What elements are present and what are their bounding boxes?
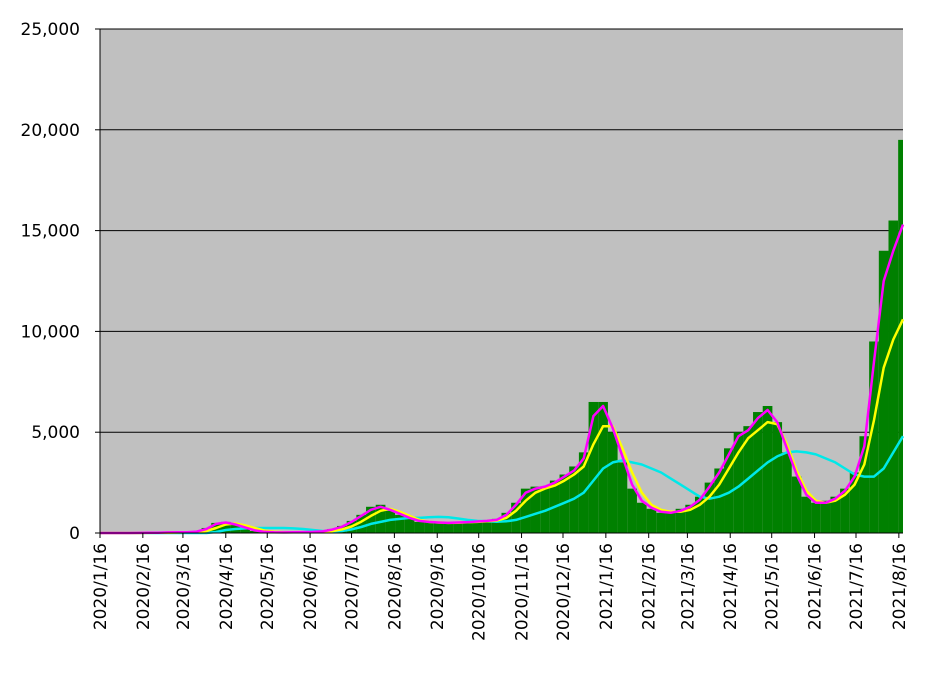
bar (694, 496, 705, 533)
bar (249, 530, 260, 533)
bar (617, 462, 628, 533)
bar (811, 502, 821, 533)
bar (704, 482, 715, 533)
x-tick-label: 2021/7/16 (847, 543, 867, 630)
x-tick-label: 2020/1/16 (91, 543, 111, 630)
bar (501, 512, 512, 533)
bar (530, 486, 541, 533)
x-tick-label: 2020/8/16 (385, 543, 405, 630)
line (100, 435, 905, 535)
x-tick-label: 2020/11/16 (513, 543, 533, 641)
x-tick-label: 2020/5/16 (258, 543, 278, 630)
bar (511, 502, 521, 533)
y-tick-label: 10,000 (21, 322, 80, 342)
x-tick-label: 2020/6/16 (301, 543, 321, 630)
bar (375, 504, 386, 533)
x-tick-label: 2021/2/16 (640, 543, 660, 630)
x-tick-label: 2020/9/16 (428, 543, 448, 630)
line (100, 224, 905, 535)
y-tick-label: 5,000 (31, 423, 80, 443)
x-tick-label: 2021/3/16 (678, 543, 698, 630)
bar (762, 405, 773, 533)
bar (636, 502, 647, 533)
x-tick-label: 2020/10/16 (470, 543, 490, 641)
bar (607, 432, 618, 533)
bar (830, 496, 841, 533)
bar (714, 468, 725, 533)
x-tick-label: 2020/2/16 (134, 543, 154, 630)
bar (840, 488, 850, 533)
bar (395, 514, 405, 533)
x-tick-label: 2020/4/16 (217, 543, 237, 630)
bar (753, 412, 763, 533)
bar (849, 472, 860, 533)
bar (888, 220, 899, 533)
bar (240, 527, 250, 533)
y-tick-label: 20,000 (21, 121, 80, 141)
bar (665, 512, 676, 533)
bar (878, 250, 889, 533)
bar (820, 500, 831, 533)
x-tick-label: 2020/12/16 (554, 543, 574, 641)
bar (472, 520, 483, 533)
bar (424, 521, 434, 533)
bar (859, 436, 870, 533)
x-tick-label: 2020/3/16 (174, 543, 194, 630)
bar (491, 518, 502, 533)
x-tick-label: 2021/1/16 (597, 543, 617, 630)
bar (627, 488, 637, 533)
x-tick-label: 2021/5/16 (763, 543, 783, 630)
bar (801, 496, 812, 533)
bar (356, 514, 367, 533)
bar (520, 488, 531, 533)
x-tick-label: 2021/4/16 (721, 543, 741, 630)
bar (791, 476, 802, 533)
bar (724, 448, 734, 533)
bar (588, 401, 599, 533)
bar (782, 452, 792, 533)
x-tick-label: 2021/6/16 (806, 543, 826, 630)
bar (733, 432, 744, 533)
bar (220, 521, 231, 533)
bar (404, 518, 415, 533)
bar (646, 508, 657, 533)
y-tick-label: 0 (69, 524, 80, 544)
bar (482, 520, 492, 533)
bar (772, 422, 783, 533)
bar (433, 522, 444, 533)
x-tick-label: 2020/7/16 (343, 543, 363, 630)
bar (656, 512, 666, 533)
bar (385, 510, 396, 533)
x-tick-label: 2021/8/16 (890, 543, 910, 630)
bar (366, 506, 376, 533)
bar (462, 521, 473, 533)
bar (443, 522, 454, 533)
bar (869, 341, 879, 533)
bar (685, 504, 695, 533)
bar (453, 521, 463, 533)
y-tick-label: 25,000 (21, 20, 80, 40)
bar (414, 521, 425, 533)
bar (898, 139, 903, 533)
bar (675, 508, 686, 533)
y-tick-label: 15,000 (21, 222, 80, 242)
